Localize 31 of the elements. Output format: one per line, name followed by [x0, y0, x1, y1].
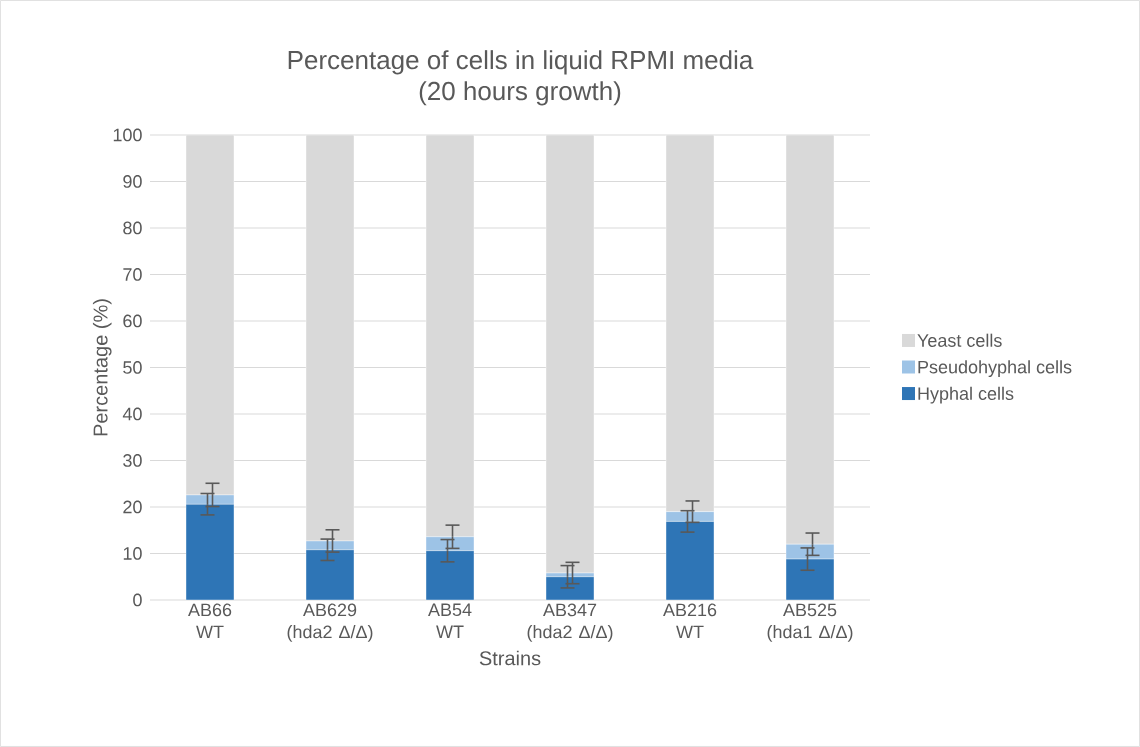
- bar: [785, 558, 835, 600]
- x-axis-title: Strains: [479, 650, 541, 666]
- y-tick-label: 40: [122, 407, 142, 421]
- bar: [185, 504, 235, 600]
- y-tick-label: 100: [113, 128, 142, 142]
- x-tick-label: AB216 WT: [663, 603, 717, 639]
- y-tick-label: 0: [133, 593, 142, 607]
- x-tick-label: AB347 (hda2 Δ/Δ): [527, 603, 613, 642]
- y-tick-label: 90: [123, 175, 142, 188]
- y-tick-label: 70: [123, 268, 142, 281]
- bar: [425, 550, 475, 600]
- x-tick-label: AB66 WT: [188, 603, 232, 639]
- y-tick-label: 10: [123, 547, 142, 560]
- chart-subtitle: (20 hours growth): [419, 81, 621, 106]
- x-tick-label: AB525 (hda1 Δ/Δ): [767, 603, 853, 642]
- y-tick-label: 20: [123, 500, 142, 514]
- legend-label: Pseudohyphal cells: [918, 360, 1072, 377]
- legend-label: Yeast cells: [917, 333, 1002, 347]
- bar: [305, 549, 355, 600]
- y-tick-label: 80: [123, 221, 142, 235]
- y-tick-label: 50: [123, 361, 142, 374]
- legend-label: Hyphal cells: [918, 386, 1014, 404]
- chart-title: Percentage of cells in liquid RPMI media: [288, 50, 754, 75]
- x-tick-label: AB54 WT: [428, 603, 472, 638]
- y-axis-title: Percentage (%): [92, 299, 112, 436]
- x-tick-label: AB629 (hda2 Δ/Δ): [287, 603, 373, 642]
- bar: [665, 521, 715, 600]
- y-tick-label: 30: [123, 454, 142, 467]
- y-tick-label: 60: [123, 314, 142, 328]
- bar: [665, 511, 715, 522]
- bar: [545, 576, 595, 600]
